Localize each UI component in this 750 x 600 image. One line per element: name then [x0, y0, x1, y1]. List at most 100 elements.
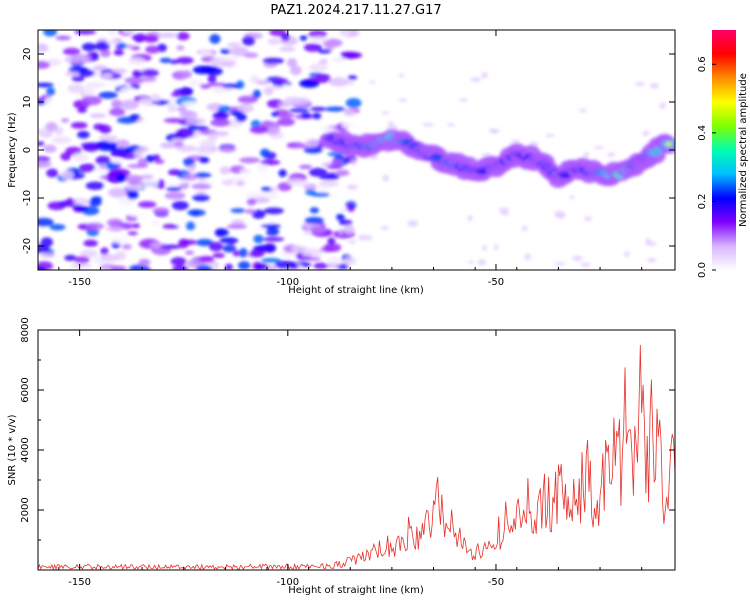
noise-blob — [265, 126, 281, 136]
faint-blob — [481, 72, 488, 79]
noise-blob — [38, 141, 45, 146]
noise-blob — [100, 49, 111, 58]
noise-blob — [38, 244, 50, 254]
noise-blob — [38, 82, 54, 88]
noise-blob — [227, 42, 242, 47]
noise-blob — [303, 146, 323, 154]
noise-blob — [230, 46, 249, 57]
faint-blob — [521, 226, 528, 232]
noise-blob — [346, 202, 355, 212]
noise-blob — [308, 63, 328, 72]
noise-blob — [308, 167, 328, 177]
noise-blob — [101, 79, 123, 88]
noise-blob — [128, 212, 150, 218]
noise-blob — [308, 76, 324, 81]
noise-blob — [220, 48, 231, 55]
faint-blob — [387, 121, 395, 127]
noise-blob — [80, 249, 98, 258]
noise-blob — [267, 38, 281, 45]
noise-blob — [195, 147, 217, 155]
spectrogram-y-tick-label: 10 — [22, 96, 33, 109]
noise-blob — [187, 209, 206, 217]
noise-blob — [176, 106, 187, 112]
noise-blob — [257, 164, 268, 172]
noise-blob — [79, 163, 96, 172]
noise-blob — [95, 155, 111, 165]
faint-blob — [338, 228, 344, 235]
noise-blob — [82, 144, 99, 152]
noise-blob — [343, 108, 356, 117]
noise-blob — [70, 263, 92, 268]
noise-blob — [328, 77, 349, 87]
noise-blob — [310, 224, 326, 234]
noise-blob — [164, 182, 181, 187]
noise-blob — [164, 191, 186, 200]
noise-blob — [43, 30, 58, 37]
noise-blob — [253, 234, 264, 244]
noise-blob — [52, 136, 72, 144]
noise-blob — [132, 33, 148, 42]
noise-blob — [170, 92, 181, 98]
snr-x-axis-label: Height of straight line (km) — [288, 585, 424, 596]
noise-blob — [126, 190, 139, 200]
spectrogram-y-axis-label: Frequency (Hz) — [7, 112, 18, 188]
noise-blob — [320, 126, 335, 132]
noise-blob — [111, 99, 123, 109]
noise-blob — [249, 249, 265, 258]
noise-blob — [154, 159, 165, 165]
noise-blob — [94, 41, 110, 51]
noise-blob — [110, 68, 128, 74]
noise-blob — [40, 237, 54, 248]
noise-blob — [279, 46, 296, 52]
noise-blob — [143, 34, 159, 43]
noise-blob — [100, 247, 109, 256]
faint-blob — [545, 133, 555, 138]
faint-blob — [500, 211, 510, 216]
noise-blob — [345, 98, 362, 108]
noise-blob — [127, 57, 145, 65]
noise-blob — [77, 130, 90, 139]
noise-blob — [49, 223, 66, 231]
noise-blob — [106, 40, 120, 45]
noise-blob — [167, 103, 177, 113]
noise-blob — [327, 237, 336, 245]
noise-blob — [318, 58, 328, 65]
noise-blob — [110, 236, 131, 244]
noise-blob — [226, 224, 248, 229]
faint-blob — [468, 260, 475, 264]
faint-blob — [607, 152, 616, 157]
noise-blob — [336, 213, 345, 221]
noise-blob — [308, 36, 329, 43]
noise-blob — [198, 156, 210, 164]
noise-blob — [84, 81, 106, 89]
noise-blob — [63, 47, 81, 56]
faint-blob — [646, 241, 657, 246]
noise-blob — [343, 51, 363, 59]
spectrogram-x-tick-label: -100 — [276, 277, 299, 288]
noise-blob — [145, 155, 155, 163]
noise-blob — [176, 31, 190, 41]
spectrogram-y-tick-label: 0 — [22, 147, 33, 153]
noise-blob — [303, 183, 318, 191]
noise-blob — [70, 53, 92, 64]
faint-blob — [380, 226, 389, 231]
noise-blob — [288, 108, 310, 113]
noise-blob — [128, 180, 141, 186]
noise-blob — [120, 99, 139, 110]
snr-y-axis-label: SNR (10 * v/v) — [7, 414, 18, 485]
noise-blob — [99, 254, 120, 262]
noise-blob — [219, 166, 231, 175]
faint-blob — [634, 81, 645, 86]
noise-blob — [252, 246, 264, 251]
colorbar-tick-label: 0.0 — [697, 262, 708, 278]
snr-x-ticks: -150 -100 -50 — [58, 330, 643, 588]
noise-blob — [166, 186, 182, 192]
faint-blob — [583, 152, 590, 158]
noise-blob — [218, 146, 237, 153]
noise-blob — [157, 32, 178, 38]
noise-blob — [74, 255, 90, 264]
noise-blob — [119, 86, 135, 93]
noise-blob — [341, 121, 358, 129]
noise-blob — [300, 112, 312, 119]
